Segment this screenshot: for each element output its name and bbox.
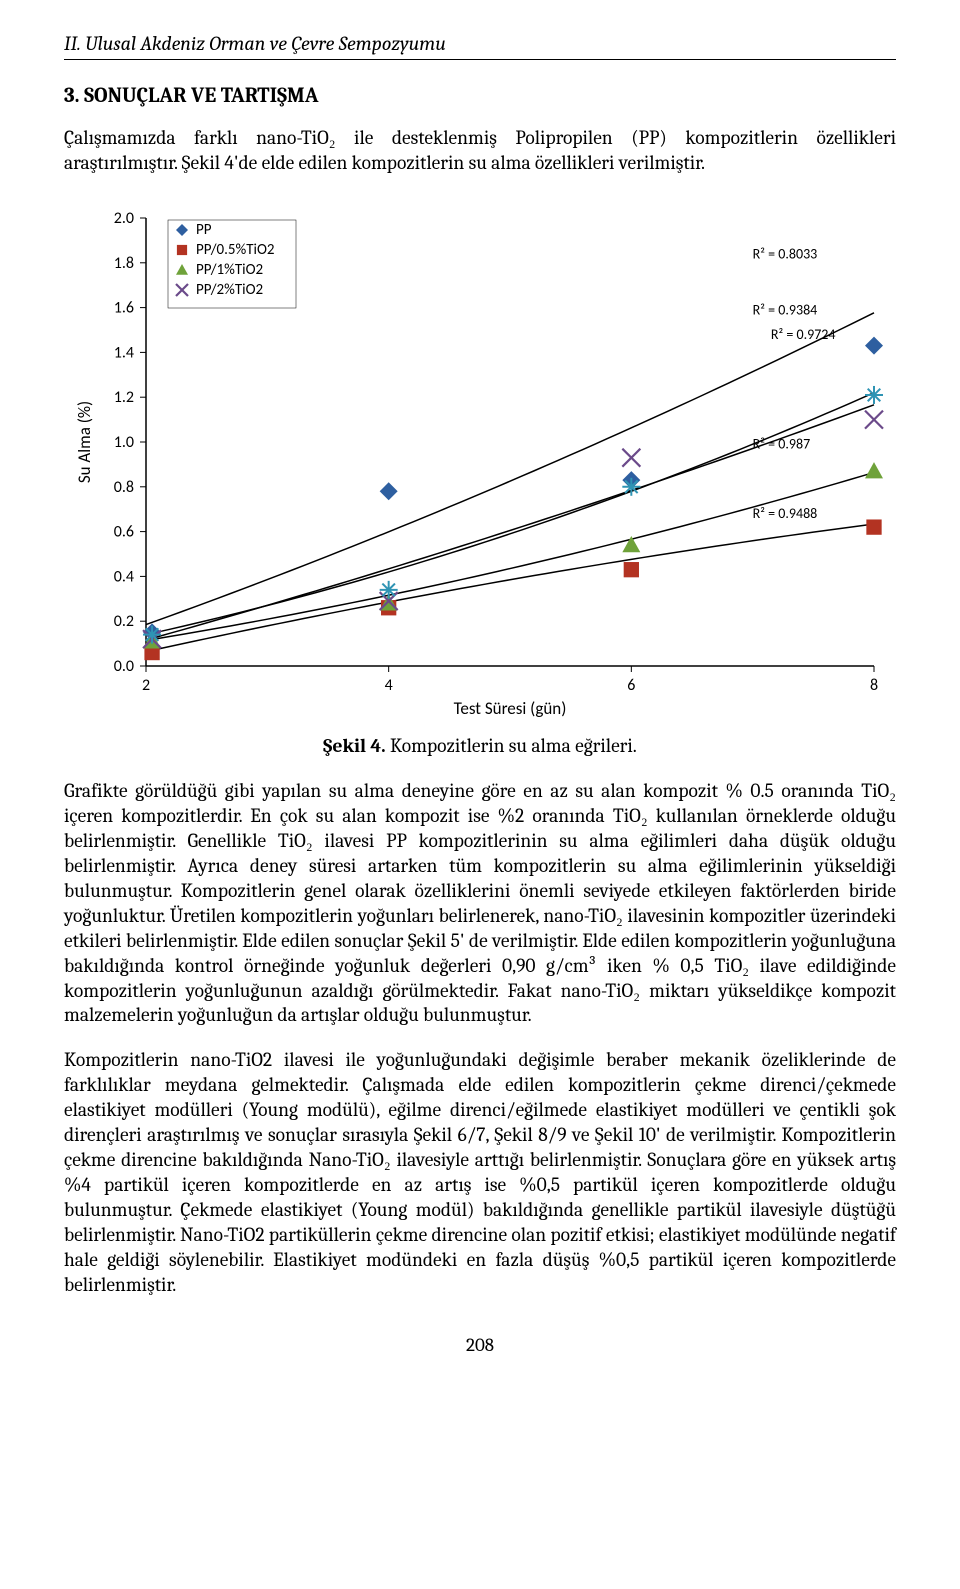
svg-text:0.2: 0.2	[114, 612, 134, 631]
svg-text:R² = 0.987: R² = 0.987	[753, 436, 811, 453]
svg-text:1.6: 1.6	[114, 299, 134, 318]
svg-text:4: 4	[385, 676, 393, 695]
svg-text:2.0: 2.0	[114, 209, 134, 228]
svg-text:0.6: 0.6	[114, 523, 134, 542]
svg-text:R² = 0.8033: R² = 0.8033	[753, 245, 818, 262]
scatter-chart-svg: 0.0 0.2 0.4 0.6 0.8 1.0 1.2 1.4 1.6 1.8 2.0 2 4 6 8 Tes…	[70, 202, 890, 722]
svg-text:2: 2	[142, 676, 150, 695]
svg-text:PP/2%TiO2: PP/2%TiO2	[196, 281, 263, 299]
svg-text:1.4: 1.4	[114, 343, 134, 362]
body-paragraph-2: Kompozitlerin nano-TiO2 ilavesi ile yoğu…	[64, 1048, 896, 1298]
svg-text:1.2: 1.2	[114, 388, 134, 407]
svg-text:R² = 0.9488: R² = 0.9488	[753, 505, 818, 522]
section-title: 3. SONUÇLAR VE TARTIŞMA	[64, 84, 896, 108]
intro-paragraph: Çalışmamızda farklı nano-TiO₂ ile destek…	[64, 126, 896, 176]
svg-text:1.8: 1.8	[114, 254, 134, 273]
header-rule	[64, 59, 896, 60]
svg-text:6: 6	[627, 676, 635, 695]
svg-text:R² = 0.9384: R² = 0.9384	[753, 301, 818, 318]
svg-text:R² = 0.9724: R² = 0.9724	[771, 326, 836, 343]
svg-text:PP/1%TiO2: PP/1%TiO2	[196, 261, 263, 279]
svg-text:PP: PP	[196, 221, 212, 239]
svg-text:Test Süresi (gün): Test Süresi (gün)	[454, 698, 567, 719]
svg-text:0.4: 0.4	[114, 567, 134, 586]
figure-caption: Şekil 4. Kompozitlerin su alma eğrileri.	[64, 734, 896, 757]
page-number: 208	[64, 1334, 896, 1356]
running-head: II. Ulusal Akdeniz Orman ve Çevre Sempoz…	[64, 32, 896, 55]
svg-text:PP/0.5%TiO2: PP/0.5%TiO2	[196, 241, 275, 259]
svg-text:0.0: 0.0	[114, 657, 134, 676]
svg-text:0.8: 0.8	[114, 478, 134, 497]
figure-4-chart: 0.0 0.2 0.4 0.6 0.8 1.0 1.2 1.4 1.6 1.8 2.0 2 4 6 8 Tes…	[64, 202, 896, 722]
svg-text:Su Alma (%): Su Alma (%)	[74, 401, 95, 483]
body-paragraph-1: Grafikte görüldüğü gibi yapılan su alma …	[64, 779, 896, 1029]
svg-text:8: 8	[870, 676, 878, 695]
figure-caption-bold: Şekil 4.	[323, 734, 385, 757]
svg-text:1.0: 1.0	[114, 433, 134, 452]
figure-caption-rest: Kompozitlerin su alma eğrileri.	[386, 734, 637, 757]
